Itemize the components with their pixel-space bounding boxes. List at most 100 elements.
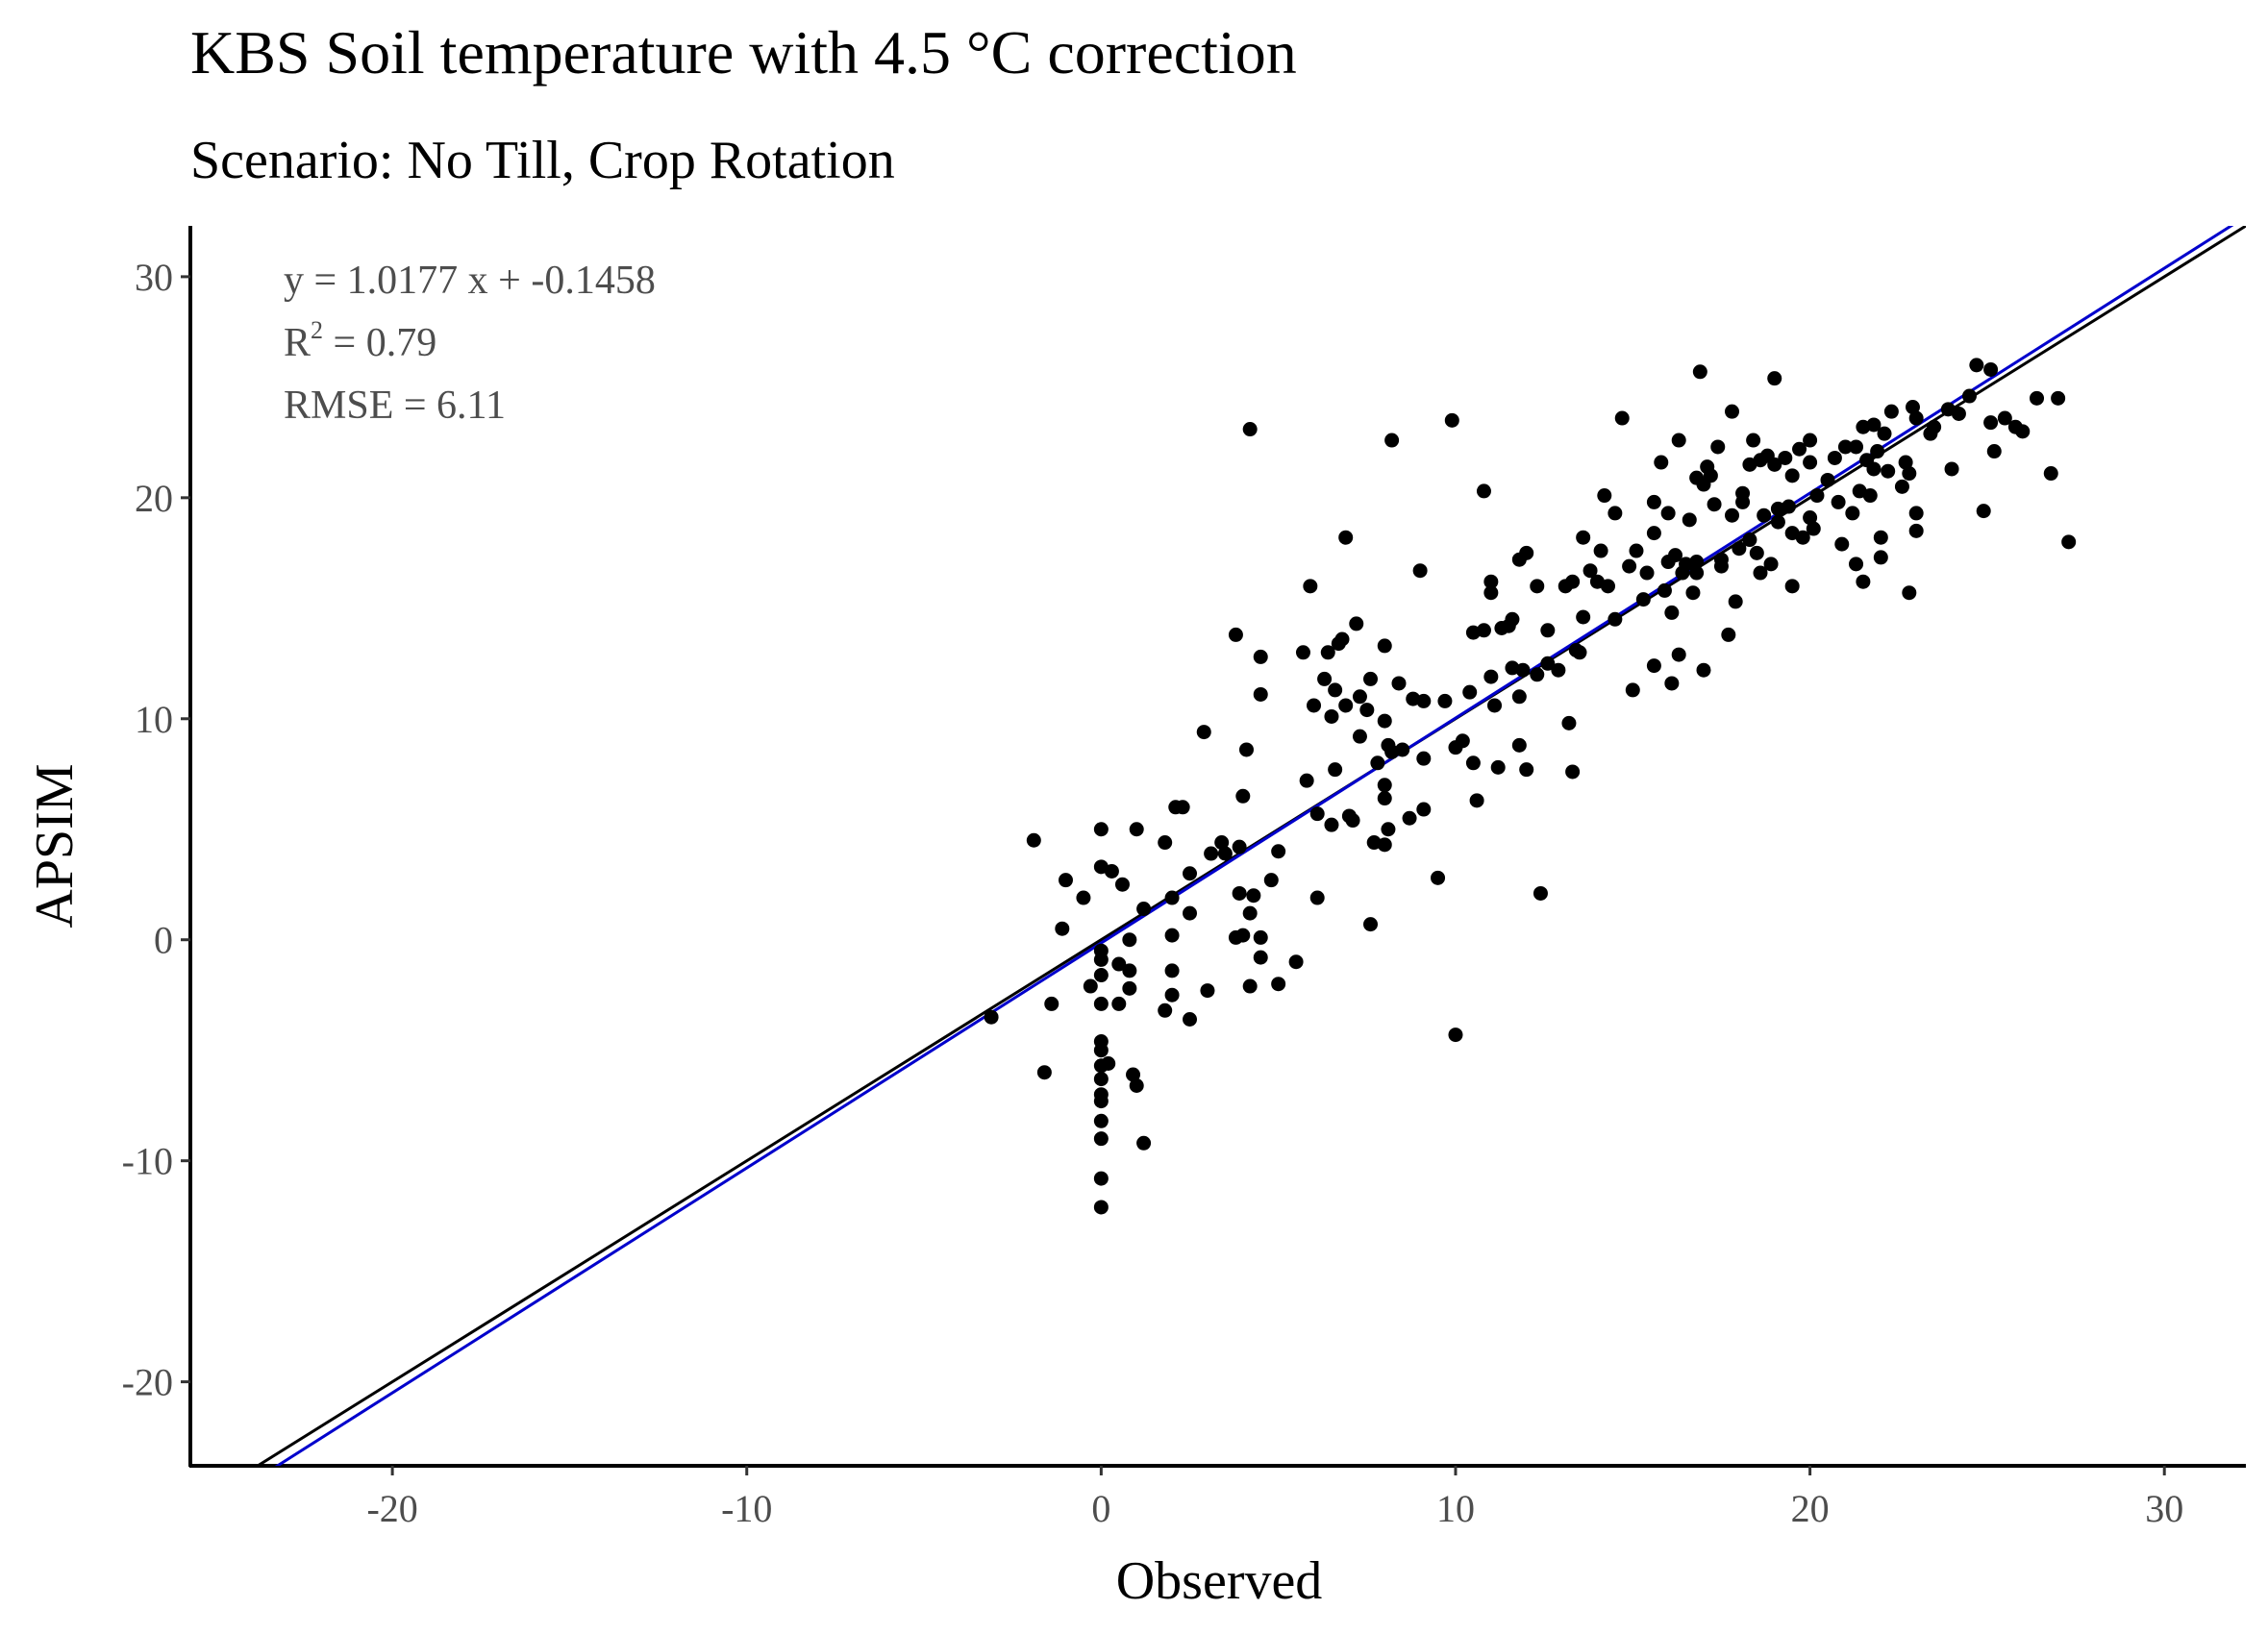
data-point — [1908, 506, 1924, 521]
data-point — [1129, 1077, 1144, 1093]
data-point — [1164, 928, 1180, 943]
data-point — [1519, 545, 1534, 560]
data-point — [1352, 689, 1367, 705]
data-point — [984, 1009, 999, 1025]
data-point — [1345, 813, 1360, 829]
data-point — [1217, 846, 1233, 861]
data-point — [1235, 788, 1251, 804]
x-tick-label: 10 — [1436, 1487, 1475, 1530]
data-point — [1668, 548, 1683, 563]
data-point — [1093, 1171, 1109, 1186]
data-point — [1363, 671, 1379, 686]
data-point — [1908, 410, 1924, 426]
data-point — [1976, 504, 1991, 519]
data-point — [1803, 455, 1818, 470]
data-point — [1129, 822, 1144, 837]
data-point — [1026, 832, 1041, 848]
data-point — [1235, 928, 1251, 943]
y-tick-label: 20 — [135, 477, 173, 520]
data-point — [1246, 888, 1261, 904]
data-point — [1511, 737, 1527, 753]
data-point — [1242, 905, 1258, 921]
data-point — [1122, 980, 1137, 996]
data-point — [1710, 439, 1726, 455]
data-point — [1806, 521, 1821, 536]
data-point — [1465, 755, 1481, 771]
data-point — [1093, 1131, 1109, 1147]
data-point — [1834, 536, 1850, 552]
y-tick-label: 10 — [135, 698, 173, 741]
data-point — [1784, 468, 1800, 483]
data-point — [1767, 371, 1782, 386]
data-point — [1572, 645, 1587, 660]
x-tick-label: -20 — [366, 1487, 417, 1530]
y-axis: -20 -10 0 10 20 30 — [122, 256, 190, 1404]
data-point — [1349, 616, 1364, 631]
data-point — [1646, 526, 1661, 541]
x-axis: -20 -10 0 10 20 30 — [366, 1466, 2183, 1530]
data-point — [1646, 658, 1661, 674]
data-point — [1866, 461, 1882, 477]
data-point — [1831, 494, 1846, 509]
data-point — [1689, 555, 1705, 570]
data-point — [1622, 558, 1637, 574]
data-point — [1951, 406, 1966, 421]
r-squared-value: = 0.79 — [323, 321, 436, 365]
data-point — [1307, 698, 1322, 713]
data-point — [1983, 361, 1999, 377]
data-point — [1136, 1135, 1152, 1151]
data-point — [1732, 541, 1747, 557]
data-point — [1058, 873, 1073, 888]
data-point — [1778, 450, 1793, 465]
x-tick-label: 0 — [1091, 1487, 1110, 1530]
data-point — [1593, 543, 1608, 558]
data-point — [1749, 545, 1764, 560]
data-point — [1416, 693, 1432, 708]
data-point — [1664, 605, 1680, 620]
data-point — [1837, 439, 1853, 455]
axis-lines — [188, 226, 2246, 1468]
data-point — [1377, 778, 1392, 793]
data-point — [1540, 656, 1556, 671]
data-point — [1303, 579, 1318, 594]
data-point — [1565, 574, 1581, 589]
data-point — [1253, 929, 1268, 945]
data-point — [1183, 866, 1198, 881]
data-point — [1551, 662, 1566, 678]
data-point — [1629, 543, 1644, 558]
data-point — [1324, 708, 1339, 724]
data-point — [1114, 877, 1130, 892]
data-point — [1093, 1072, 1109, 1087]
data-point — [1328, 762, 1343, 778]
data-point — [1849, 557, 1864, 572]
data-point — [1725, 404, 1739, 419]
data-point — [1692, 364, 1707, 380]
data-point — [1299, 773, 1314, 788]
y-axis-title: APSIM — [25, 763, 85, 928]
x-tick-label: -10 — [721, 1487, 772, 1530]
y-tick-label: -20 — [122, 1361, 173, 1404]
data-point — [1158, 1003, 1173, 1018]
data-point — [1742, 532, 1757, 548]
data-point — [1384, 433, 1400, 448]
data-point — [1083, 978, 1098, 994]
data-point — [1416, 751, 1432, 766]
data-point — [1713, 558, 1729, 574]
data-point — [1263, 873, 1279, 888]
data-point — [1377, 791, 1392, 806]
data-point — [1781, 499, 1796, 514]
data-point — [1359, 703, 1375, 718]
data-point — [1309, 806, 1325, 822]
data-point — [2043, 466, 2058, 482]
data-point — [1728, 594, 1743, 609]
data-point — [1849, 439, 1864, 455]
data-point — [1093, 1043, 1109, 1058]
data-point — [1431, 870, 1446, 885]
data-point — [1377, 713, 1392, 729]
data-point — [1576, 609, 1591, 625]
data-point — [1483, 669, 1499, 684]
data-point — [1253, 950, 1268, 965]
data-point — [1309, 890, 1325, 905]
data-point — [1455, 733, 1470, 749]
data-point — [1983, 415, 1999, 431]
